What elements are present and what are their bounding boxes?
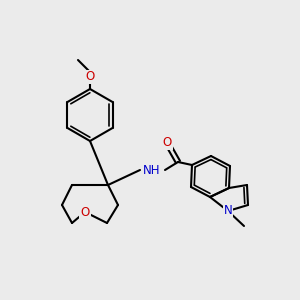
Text: O: O: [162, 136, 172, 149]
Text: N: N: [224, 205, 232, 218]
Text: O: O: [80, 206, 90, 218]
Text: O: O: [85, 70, 94, 83]
Text: NH: NH: [143, 164, 161, 176]
